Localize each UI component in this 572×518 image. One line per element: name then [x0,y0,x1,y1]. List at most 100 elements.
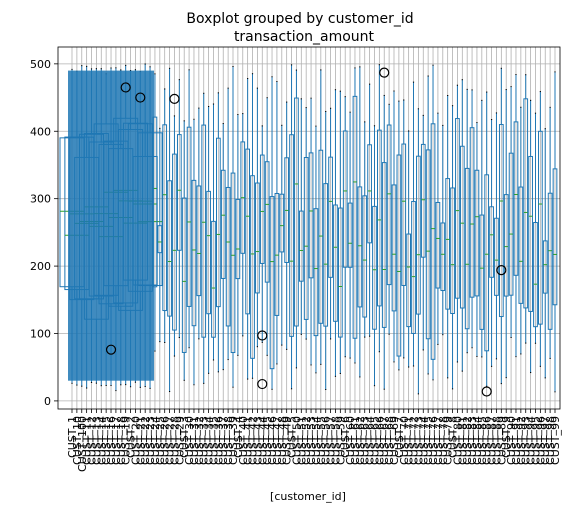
x-tick-label: CUST_52 [300,416,313,465]
x-tick-label: CUST_89 [495,416,508,465]
x-tick-label: CUST_44 [256,416,269,465]
x-tick-label: CUST_35 [207,416,220,465]
box-body [172,153,177,331]
outlier-point [481,386,492,397]
box-body [308,152,314,279]
outlier-point [379,67,390,78]
x-tick-label: CUST_64 [364,416,377,465]
x-tick-label: CUST_10 [71,416,84,465]
y-tick-label: 100 [30,327,51,340]
x-tick-label: CUST_90 [505,416,518,465]
x-tick-label: CUST_42 [247,416,260,465]
box-body [377,129,382,307]
box-body [484,174,490,352]
box-body [440,222,446,292]
box-body [347,202,353,268]
box-body [230,172,236,354]
x-tick-label: CUST_55 [315,416,328,465]
x-tick-label: CUST_66 [373,416,386,465]
x-tick-label: CUST_5 [286,416,299,458]
x-tick-label: CUST_69 [388,416,401,465]
box-body [459,145,465,309]
x-tick-label: CUST_17 [110,416,123,465]
x-tick-label: CUST_41 [242,416,255,465]
x-tick-label: CUST_54 [310,416,323,465]
x-tick-label: CUST_37 [217,416,230,465]
box-body [533,221,538,328]
x-tick-label: CUST_61 [349,416,362,465]
x-tick-label: CUST_82 [461,416,474,465]
x-tick-label: CUST_60 [344,416,357,465]
box-body [513,121,519,276]
box-body [508,152,514,296]
box-body [323,183,329,327]
box-body [445,178,451,310]
x-tick-label: CUST_33 [198,416,211,465]
box-body [494,217,499,296]
box-body [381,162,387,328]
box-series [59,63,558,395]
box-body [479,214,485,330]
y-tick-label: 0 [44,395,51,408]
box-body [464,167,470,330]
box-body [303,157,309,320]
x-tick-label: CUST_56 [320,416,333,465]
x-tick-label: CUST_43 [251,416,264,465]
box-body [318,149,324,324]
box-body [528,155,533,312]
x-tick-label: CUST_96 [534,416,547,465]
chart-title: transaction_amount [234,29,375,45]
box-body [206,190,211,315]
box-body [264,161,270,283]
box-body [201,124,207,338]
box-body [235,198,241,280]
x-tick-label: CUST_68 [383,416,396,465]
box-body [225,186,231,327]
box-body [274,192,280,316]
x-tick-label: CUST_29 [173,416,186,465]
x-tick-label: CUST_79 [442,416,455,465]
box-body [411,200,416,334]
x-tick-label: CUST_92 [515,416,528,465]
x-axis-ticks: CUST_1CUST_10CUST_100CUST_11CUST_12CUST_… [66,409,562,472]
x-tick-label: CUST_47 [271,416,284,465]
box-body [259,154,265,264]
x-tick-label: CUST_94 [525,416,538,465]
x-tick-label: CUST_53 [305,416,318,465]
x-tick-label: CUST_71 [403,416,416,465]
box-body [474,169,480,297]
x-tick-label: CUST_51 [295,416,308,465]
x-tick-label: CUST_23 [144,416,157,465]
x-axis-label: [customer_id] [270,490,346,503]
y-tick-label: 500 [30,58,51,71]
x-tick-label: CUST_76 [427,416,440,465]
outlier-point [135,92,146,103]
x-tick-label: CUST_22 [139,416,152,465]
x-tick-label: CUST_20 [129,416,142,465]
box-body [547,192,553,330]
x-tick-label: CUST_14 [95,416,108,465]
box-body [245,148,250,315]
box-body [167,180,172,317]
box-body [489,206,494,278]
x-tick-label: CUST_30 [183,416,196,465]
x-tick-label: CUST_91 [510,416,523,465]
box-body [455,118,460,299]
x-tick-label: CUST_86 [481,416,494,465]
x-tick-label: CUST_88 [490,416,503,465]
x-tick-label: CUST_67 [378,416,391,465]
box-body [294,97,299,327]
box-body [191,179,197,327]
box-body [386,124,392,286]
x-tick-label: CUST_15 [100,416,113,465]
box-body [342,130,348,268]
box-body [401,143,407,286]
box-body [176,134,182,251]
x-tick-label: CUST_45 [261,416,274,465]
x-tick-label: CUST_99 [549,416,562,465]
outlier-point [257,378,268,390]
outlier-point [496,265,507,276]
box-body [216,137,221,308]
x-tick-label: CUST_40 [237,416,250,465]
box-body [416,155,421,315]
